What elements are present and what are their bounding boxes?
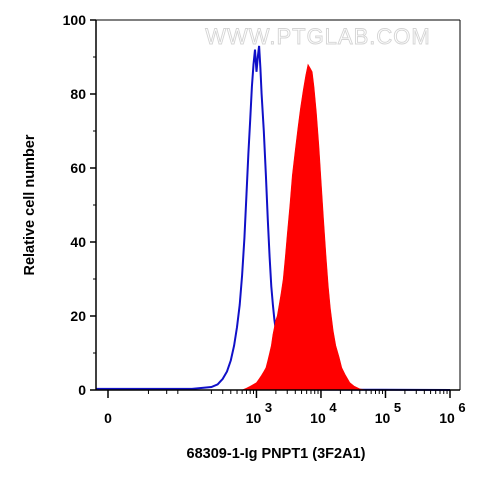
x-tick-exponent: 5 xyxy=(394,400,401,415)
x-tick-label: 0 xyxy=(104,410,112,426)
x-tick-label: 10 xyxy=(246,410,262,426)
x-tick-label: 10 xyxy=(439,410,455,426)
series-filled-histogram xyxy=(241,63,367,391)
x-tick-exponent: 6 xyxy=(458,400,465,415)
x-tick-label: 10 xyxy=(310,410,326,426)
y-tick-label: 100 xyxy=(63,12,87,28)
x-tick-label: 10 xyxy=(375,410,391,426)
y-axis-title: Relative cell number xyxy=(22,134,38,275)
x-tick-exponent: 4 xyxy=(329,400,337,415)
watermark-text: WWW.PTGLAB.COM xyxy=(205,24,430,49)
y-tick-label: 0 xyxy=(78,382,86,398)
y-tick-label: 40 xyxy=(70,234,86,250)
y-tick-label: 80 xyxy=(70,86,86,102)
y-tick-label: 20 xyxy=(70,308,86,324)
y-tick-label: 60 xyxy=(70,160,86,176)
plot-area xyxy=(96,45,451,391)
x-tick-exponent: 3 xyxy=(265,400,272,415)
x-axis-title: 68309-1-Ig PNPT1 (3F2A1) xyxy=(187,446,366,462)
